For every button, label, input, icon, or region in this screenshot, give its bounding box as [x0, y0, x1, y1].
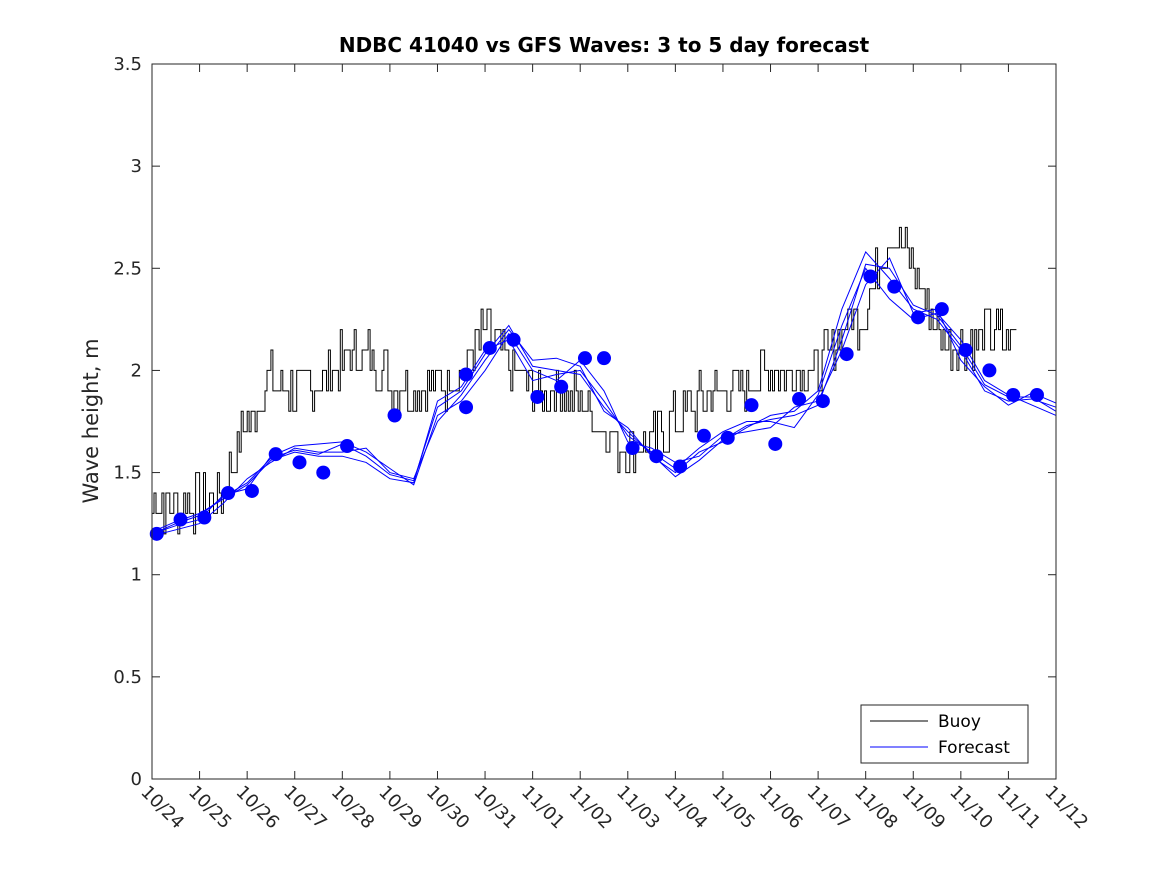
y-tick-label: 1.5: [113, 463, 142, 484]
x-tick-label: 10/27: [279, 782, 331, 834]
y-tick-label: 0: [131, 769, 142, 790]
forecast-marker: [649, 449, 664, 464]
forecast-marker: [597, 351, 611, 366]
buoy-series-line: [152, 226, 1017, 535]
x-tick-label: 10/31: [470, 782, 522, 834]
forecast-marker: [696, 428, 711, 443]
x-tick-label: 11/12: [1040, 782, 1092, 834]
x-tick-label: 11/05: [707, 782, 759, 834]
x-tick-label: 11/08: [850, 782, 902, 834]
forecast-series-line-2: [151, 250, 1057, 537]
forecast-marker: [792, 392, 807, 407]
forecast-marker: [1006, 387, 1021, 402]
forecast-marker: [577, 351, 592, 366]
forecast-marker: [887, 279, 902, 294]
forecast-marker: [744, 398, 759, 413]
y-tick-label: 1: [131, 565, 142, 586]
forecast-marker: [673, 459, 688, 474]
forecast-marker: [340, 439, 355, 454]
forecast-series-line-4: [151, 263, 1057, 535]
forecast-marker: [554, 379, 569, 394]
forecast-marker: [149, 526, 164, 541]
forecast-marker: [768, 436, 783, 451]
forecast-marker: [459, 400, 474, 415]
forecast-marker: [292, 455, 307, 470]
x-tick-label: 11/04: [660, 782, 712, 834]
legend-buoy-label: Buoy: [938, 712, 981, 732]
y-tick-label: 2: [131, 360, 142, 381]
forecast-marker: [815, 394, 830, 409]
forecast-marker: [720, 430, 735, 445]
forecast-marker: [863, 269, 878, 284]
plot-frame: [151, 63, 1057, 780]
y-axis-label: Wave height, m: [79, 338, 103, 503]
x-tick-label: 10/26: [232, 782, 284, 834]
x-tick-label: 11/03: [612, 782, 664, 834]
x-tick-label: 11/02: [565, 782, 617, 834]
forecast-marker: [316, 465, 331, 480]
x-tick-label: 10/28: [327, 782, 379, 834]
y-tick-label: 0.5: [113, 667, 142, 688]
forecast-marker: [1029, 387, 1044, 402]
forecast-marker: [197, 510, 212, 525]
forecast-marker: [173, 512, 188, 527]
forecast-marker: [506, 332, 521, 347]
forecast-series-line-3: [151, 257, 1057, 535]
x-tick-label: 10/24: [136, 782, 188, 834]
x-tick-label: 10/29: [374, 782, 426, 834]
forecast-marker: [244, 483, 259, 498]
forecast-marker: [482, 340, 497, 355]
legend-box: [860, 704, 1029, 764]
forecast-marker: [934, 302, 949, 317]
forecast-marker: [839, 347, 854, 362]
forecast-marker: [530, 389, 545, 404]
forecast-marker: [221, 486, 236, 500]
legend: Buoy Forecast: [860, 704, 1029, 764]
forecast-marker: [982, 363, 997, 378]
legend-forecast-label: Forecast: [938, 738, 1010, 758]
x-tick-label: 10/25: [184, 782, 236, 834]
forecast-marker: [387, 408, 402, 423]
forecast-marker: [911, 310, 926, 325]
y-tick-label: 2.5: [113, 258, 142, 279]
forecast-marker: [625, 441, 640, 456]
forecast-marker: [459, 367, 474, 382]
forecast-series-line-1: [151, 267, 1057, 533]
plot-background: [152, 64, 1056, 779]
x-tick-label: 11/10: [945, 782, 997, 834]
x-tick-label: 11/01: [517, 782, 569, 834]
x-tick-label: 10/30: [422, 782, 474, 834]
y-tick-label: 3.5: [113, 54, 142, 75]
data-layer: [149, 226, 1057, 541]
x-tick-label: 11/09: [898, 782, 950, 834]
x-tick-label: 11/06: [755, 782, 807, 834]
chart-title: NDBC 41040 vs GFS Waves: 3 to 5 day fore…: [339, 33, 870, 57]
x-tick-label: 11/11: [993, 782, 1045, 834]
x-tick-label: 11/07: [803, 782, 855, 834]
y-tick-label: 3: [131, 156, 142, 177]
forecast-marker: [958, 343, 973, 357]
forecast-marker: [268, 447, 283, 462]
